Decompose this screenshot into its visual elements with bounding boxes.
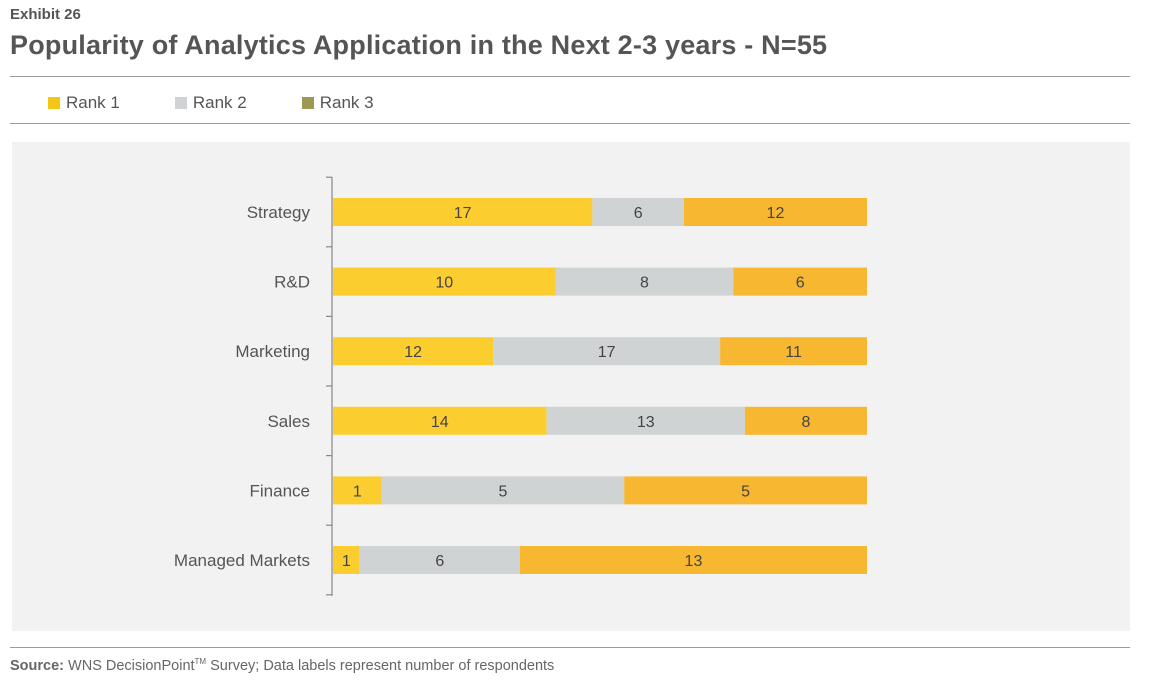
chart-title: Popularity of Analytics Application in t… — [10, 30, 828, 60]
category-label-r-d: R&D — [274, 273, 310, 292]
legend-label-rank-1: Rank 1 — [66, 93, 120, 112]
data-label-sales-rank-3: 8 — [802, 414, 811, 431]
bar-marketing-rank-2 — [493, 337, 721, 366]
title-divider — [10, 76, 1130, 77]
data-label-managed-markets-rank-2: 6 — [435, 553, 444, 570]
bar-sales-rank-1 — [333, 406, 547, 435]
legend: Rank 1 Rank 2 Rank 3 — [48, 92, 429, 114]
data-label-sales-rank-1: 14 — [431, 414, 449, 431]
bar-managed-markets-rank-1 — [333, 546, 360, 574]
data-label-marketing-rank-1: 12 — [404, 344, 422, 361]
data-label-strategy-rank-1: 17 — [454, 205, 472, 222]
trademark-mark: TM — [194, 657, 207, 666]
exhibit-label: Exhibit 26 — [10, 6, 81, 23]
category-label-sales: Sales — [267, 412, 310, 431]
data-label-finance-rank-3: 5 — [741, 483, 750, 500]
data-label-marketing-rank-3: 11 — [785, 344, 802, 361]
bar-marketing-rank-1 — [333, 337, 494, 366]
data-label-r-d-rank-1: 10 — [435, 275, 453, 292]
bar-sales-rank-2 — [546, 406, 745, 435]
bar-sales-rank-3 — [744, 406, 867, 435]
data-label-r-d-rank-2: 8 — [640, 275, 649, 292]
bar-finance-rank-3 — [624, 476, 867, 505]
category-label-strategy: Strategy — [247, 203, 311, 222]
data-label-sales-rank-2: 13 — [637, 414, 655, 431]
bar-strategy-rank-1 — [333, 198, 593, 226]
source-label: Source: — [10, 657, 64, 674]
bar-strategy-rank-2 — [592, 198, 684, 226]
legend-swatch-rank-3 — [301, 97, 314, 109]
bar-finance-rank-2 — [381, 476, 625, 505]
data-label-strategy-rank-3: 12 — [767, 205, 785, 222]
data-label-managed-markets-rank-3: 13 — [685, 553, 703, 570]
data-label-managed-markets-rank-1: 1 — [342, 553, 351, 570]
data-label-r-d-rank-3: 6 — [796, 275, 805, 292]
data-label-finance-rank-1: 1 — [353, 483, 362, 500]
source-note: Source: WNS DecisionPointTM Survey; Data… — [10, 657, 554, 674]
legend-item-rank-2: Rank 2 — [174, 93, 247, 113]
legend-item-rank-1: Rank 1 — [48, 93, 120, 113]
data-label-marketing-rank-2: 17 — [598, 344, 616, 361]
bar-finance-rank-1 — [333, 476, 382, 505]
bar-marketing-rank-3 — [720, 337, 867, 366]
category-label-managed-markets: Managed Markets — [174, 551, 310, 570]
legend-swatch-rank-2 — [174, 97, 187, 109]
bar-strategy-rank-3 — [683, 198, 867, 226]
bar-managed-markets-rank-2 — [359, 546, 520, 574]
legend-item-rank-3: Rank 3 — [301, 93, 374, 113]
category-label-marketing: Marketing — [235, 342, 310, 361]
data-label-strategy-rank-2: 6 — [634, 205, 643, 222]
bar-r-d-rank-1 — [333, 267, 556, 296]
source-text-before: WNS DecisionPoint — [68, 657, 195, 674]
legend-label-rank-2: Rank 2 — [192, 93, 247, 112]
legend-divider — [10, 123, 1130, 124]
legend-swatch-rank-1 — [48, 97, 60, 109]
bar-r-d-rank-3 — [733, 267, 867, 296]
source-divider — [10, 647, 1130, 648]
bar-managed-markets-rank-3 — [519, 546, 867, 574]
data-label-finance-rank-2: 5 — [498, 483, 507, 500]
legend-label-rank-3: Rank 3 — [319, 93, 374, 112]
bar-r-d-rank-2 — [555, 267, 734, 296]
plot-area: 17 6 12 Strategy 10 8 6 R&D 12 17 11 Marketing 14 13 8… — [12, 142, 1130, 631]
category-label-finance: Finance — [250, 481, 310, 500]
source-text-after: Survey; Data labels represent number of … — [210, 657, 555, 674]
